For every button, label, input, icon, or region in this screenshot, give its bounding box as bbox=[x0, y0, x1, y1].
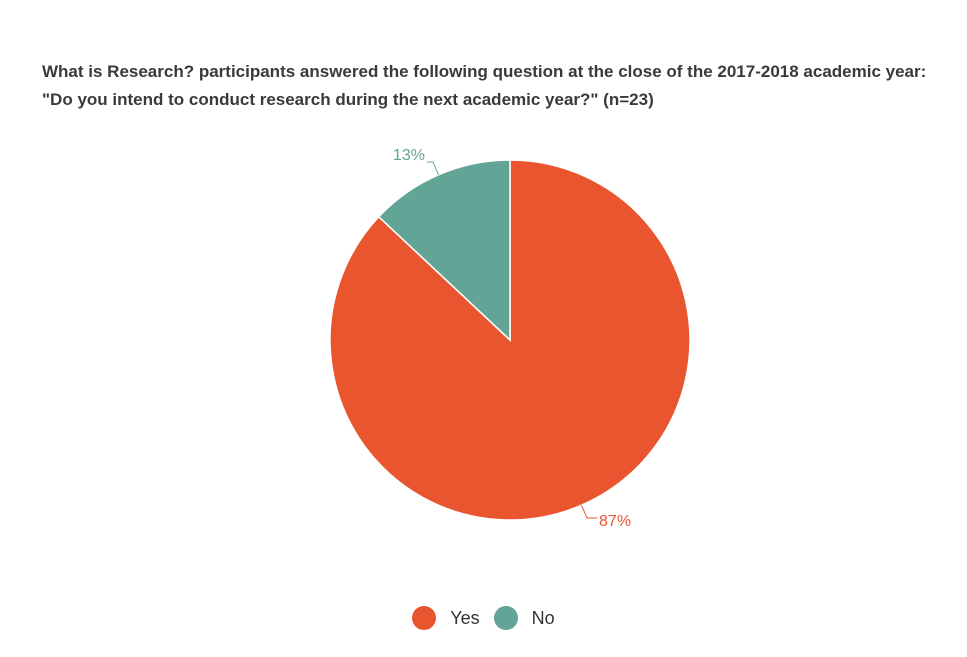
data-label-no: 13% bbox=[393, 147, 425, 164]
legend-swatch-yes bbox=[412, 606, 437, 630]
legend-swatch-no bbox=[493, 606, 518, 630]
chart-legend: Yes No bbox=[0, 603, 967, 633]
chart-title: What is Research? participants answered … bbox=[42, 62, 927, 109]
leader-line-yes bbox=[581, 504, 598, 519]
pie-slice-no[interactable] bbox=[377, 159, 511, 342]
leader-line-no bbox=[426, 161, 439, 176]
legend-label-no: No bbox=[531, 607, 555, 628]
legend-item-yes[interactable]: Yes bbox=[412, 606, 480, 630]
data-label-yes: 87% bbox=[599, 513, 631, 530]
legend-item-no[interactable]: No bbox=[493, 606, 555, 630]
legend-label-yes: Yes bbox=[450, 607, 480, 628]
